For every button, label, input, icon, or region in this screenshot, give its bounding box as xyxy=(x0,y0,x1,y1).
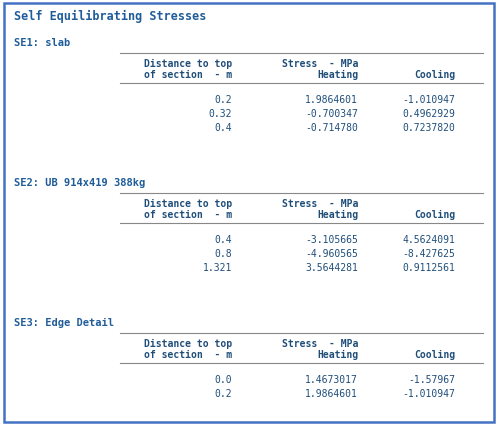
Text: of section  - m: of section - m xyxy=(144,210,232,220)
Text: 0.32: 0.32 xyxy=(209,109,232,119)
Text: Stress  - MPa: Stress - MPa xyxy=(282,59,358,69)
Text: 0.4962929: 0.4962929 xyxy=(402,109,455,119)
Text: 1.321: 1.321 xyxy=(203,263,232,273)
Text: -1.010947: -1.010947 xyxy=(402,95,455,105)
Text: Heating: Heating xyxy=(317,70,358,80)
Text: -4.960565: -4.960565 xyxy=(305,249,358,259)
Text: Cooling: Cooling xyxy=(414,70,455,80)
Text: 1.4673017: 1.4673017 xyxy=(305,375,358,385)
Text: Heating: Heating xyxy=(317,350,358,360)
Text: Cooling: Cooling xyxy=(414,350,455,360)
Text: -0.700347: -0.700347 xyxy=(305,109,358,119)
Text: Stress  - MPa: Stress - MPa xyxy=(282,199,358,209)
Text: -1.010947: -1.010947 xyxy=(402,389,455,399)
Text: 4.5624091: 4.5624091 xyxy=(402,235,455,245)
Text: Cooling: Cooling xyxy=(414,210,455,220)
Text: 1.9864601: 1.9864601 xyxy=(305,389,358,399)
Text: -1.57967: -1.57967 xyxy=(408,375,455,385)
Text: 0.4: 0.4 xyxy=(214,235,232,245)
Text: -8.427625: -8.427625 xyxy=(402,249,455,259)
Text: -3.105665: -3.105665 xyxy=(305,235,358,245)
Text: 0.2: 0.2 xyxy=(214,389,232,399)
Text: 0.0: 0.0 xyxy=(214,375,232,385)
Text: of section  - m: of section - m xyxy=(144,350,232,360)
Text: -0.714780: -0.714780 xyxy=(305,123,358,133)
Text: of section  - m: of section - m xyxy=(144,70,232,80)
Text: Heating: Heating xyxy=(317,210,358,220)
Text: SE1: slab: SE1: slab xyxy=(14,38,70,48)
Text: 3.5644281: 3.5644281 xyxy=(305,263,358,273)
Text: 1.9864601: 1.9864601 xyxy=(305,95,358,105)
Text: 0.9112561: 0.9112561 xyxy=(402,263,455,273)
Text: 0.8: 0.8 xyxy=(214,249,232,259)
Text: Self Equilibrating Stresses: Self Equilibrating Stresses xyxy=(14,10,206,23)
Text: SE3: Edge Detail: SE3: Edge Detail xyxy=(14,318,114,328)
Text: Distance to top: Distance to top xyxy=(144,59,232,69)
Text: Stress  - MPa: Stress - MPa xyxy=(282,339,358,349)
Text: SE2: UB 914x419 388kg: SE2: UB 914x419 388kg xyxy=(14,178,145,188)
Text: 0.7237820: 0.7237820 xyxy=(402,123,455,133)
Text: Distance to top: Distance to top xyxy=(144,339,232,349)
Text: 0.2: 0.2 xyxy=(214,95,232,105)
Text: Distance to top: Distance to top xyxy=(144,199,232,209)
Text: 0.4: 0.4 xyxy=(214,123,232,133)
